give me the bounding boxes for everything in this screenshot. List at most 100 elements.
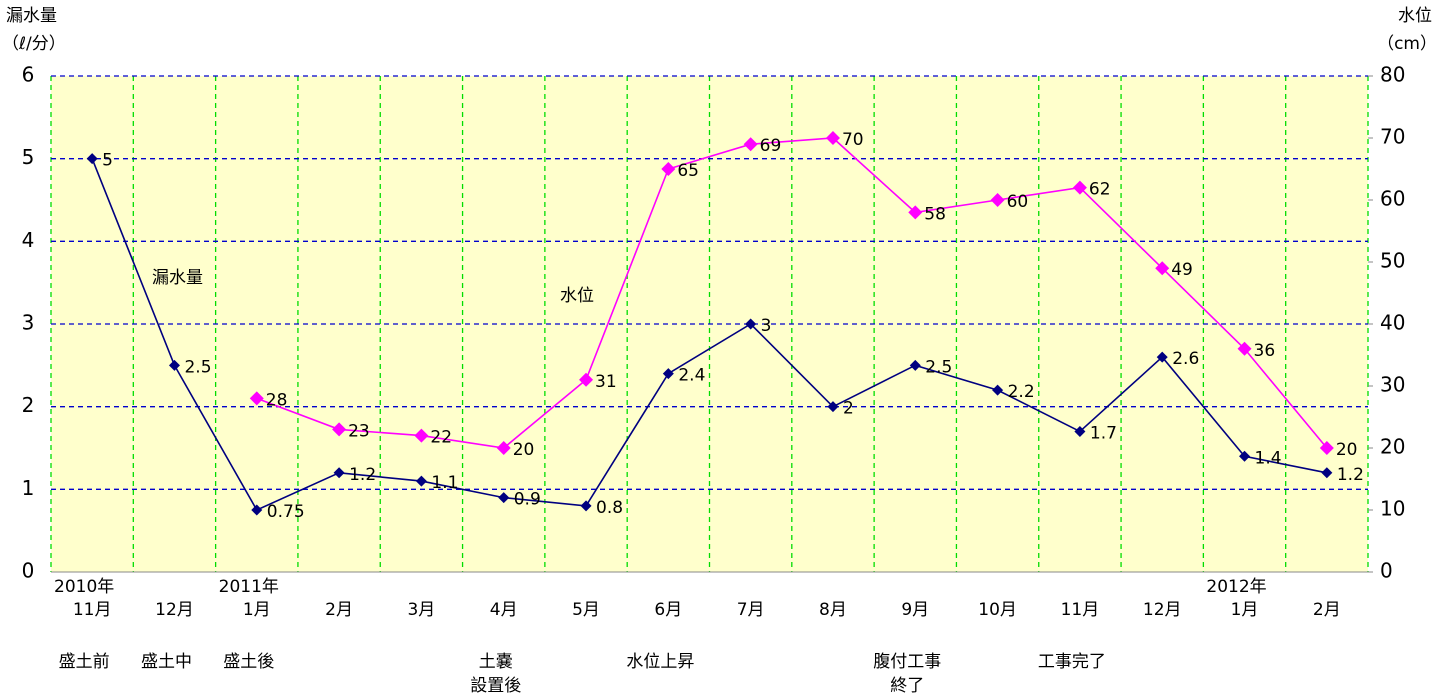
data-point (168, 359, 180, 371)
data-label: 1.2 (349, 465, 376, 485)
data-point (990, 193, 1005, 207)
y2-tick-label: 20 (1380, 435, 1405, 459)
x-tick-label: 6月 (654, 600, 682, 620)
phase-label: 盛土後 (223, 652, 274, 672)
data-label: 0.8 (596, 498, 623, 518)
data-point (908, 205, 923, 220)
data-point (1072, 180, 1087, 195)
data-point (992, 384, 1004, 396)
phase-label: 土嚢 (479, 652, 513, 672)
data-point (1074, 425, 1086, 437)
data-point (1155, 261, 1170, 276)
series-label: 漏水量 (152, 268, 203, 288)
data-point (1319, 441, 1334, 455)
data-label: 22 (430, 428, 452, 448)
data-point (1321, 467, 1333, 479)
x-year-label: 2012年 (1206, 577, 1266, 597)
y2-title-unit: （cm） (1377, 34, 1437, 54)
data-point (498, 492, 510, 504)
data-label: 20 (513, 440, 535, 460)
x-tick-label: 4月 (490, 600, 518, 620)
data-label: 2.5 (184, 357, 211, 377)
y2-tick-label: 30 (1380, 373, 1405, 397)
x-year-label: 2010年 (54, 577, 114, 597)
data-point (825, 131, 840, 145)
y2-tick-label: 50 (1380, 249, 1405, 273)
data-point (743, 137, 758, 152)
data-label: 69 (760, 136, 782, 156)
data-label: 0.75 (267, 502, 305, 522)
data-label: 1.7 (1090, 423, 1117, 443)
data-label: 60 (1007, 192, 1029, 212)
data-point (251, 504, 263, 516)
data-point (1156, 351, 1168, 363)
phase-label: 工事完了 (1038, 652, 1106, 672)
data-label: 2 (843, 399, 854, 419)
y-tick-label: 3 (22, 311, 35, 335)
data-point (745, 318, 757, 330)
data-point (580, 500, 592, 512)
data-label: 2.2 (1008, 382, 1035, 402)
x-tick-label: 10月 (978, 600, 1017, 620)
x-tick-label: 11月 (1061, 600, 1100, 620)
phase-label: 終了 (890, 676, 924, 696)
data-point (332, 422, 347, 437)
data-label: 1.2 (1337, 465, 1364, 485)
data-label: 2.4 (678, 366, 705, 386)
y-tick-label: 5 (22, 145, 35, 169)
data-label: 2.6 (1172, 349, 1199, 369)
data-point (414, 428, 429, 443)
phase-label: 水位上昇 (626, 652, 694, 672)
data-point (662, 368, 674, 380)
data-label: 0.9 (514, 490, 541, 510)
x-tick-label: 12月 (155, 600, 194, 620)
y-title-unit: （ℓ/分） (2, 34, 66, 54)
x-tick-label: 11月 (73, 600, 112, 620)
y2-tick-label: 80 (1380, 63, 1405, 87)
data-label: 58 (924, 204, 946, 224)
x-tick-label: 12月 (1143, 600, 1182, 620)
data-label: 36 (1254, 341, 1276, 361)
y-tick-label: 2 (22, 393, 35, 417)
data-point (415, 475, 427, 487)
y-tick-label: 4 (22, 228, 35, 252)
series-label: 水位 (560, 286, 594, 306)
y2-title: 水位 (1398, 6, 1432, 26)
data-label: 1.1 (431, 473, 458, 493)
data-point (1237, 341, 1252, 356)
x-tick-label: 1月 (1231, 600, 1259, 620)
y-tick-label: 1 (22, 476, 35, 500)
x-tick-label: 5月 (572, 600, 600, 620)
y-tick-label: 6 (22, 63, 35, 87)
data-label: 70 (842, 130, 864, 150)
y2-tick-label: 60 (1380, 187, 1405, 211)
y-title: 漏水量 (6, 6, 57, 26)
x-tick-label: 7月 (737, 600, 765, 620)
data-label: 23 (348, 421, 370, 441)
y2-tick-label: 40 (1380, 311, 1405, 335)
x-tick-label: 3月 (407, 600, 435, 620)
data-point (661, 162, 676, 176)
phase-label: 盛土前 (59, 652, 110, 672)
phase-label: 設置後 (470, 676, 521, 696)
data-label: 5 (102, 151, 113, 171)
data-point (1239, 450, 1251, 462)
y2-tick-label: 10 (1380, 497, 1405, 521)
data-point (909, 359, 921, 371)
phase-label: 盛土中 (141, 652, 192, 672)
data-label: 1.4 (1255, 448, 1282, 468)
x-tick-label: 2月 (325, 600, 353, 620)
data-point (86, 153, 98, 165)
data-label: 49 (1171, 260, 1193, 280)
y2-tick-label: 0 (1380, 559, 1393, 583)
data-label: 3 (761, 316, 772, 336)
x-tick-label: 2月 (1313, 600, 1341, 620)
series-line (256, 137, 1328, 449)
phase-label: 腹付工事 (873, 652, 941, 672)
x-year-label: 2011年 (219, 577, 279, 597)
y2-tick-label: 70 (1380, 125, 1405, 149)
x-tick-label: 9月 (901, 600, 929, 620)
data-point (496, 441, 511, 455)
data-label: 62 (1089, 180, 1111, 200)
